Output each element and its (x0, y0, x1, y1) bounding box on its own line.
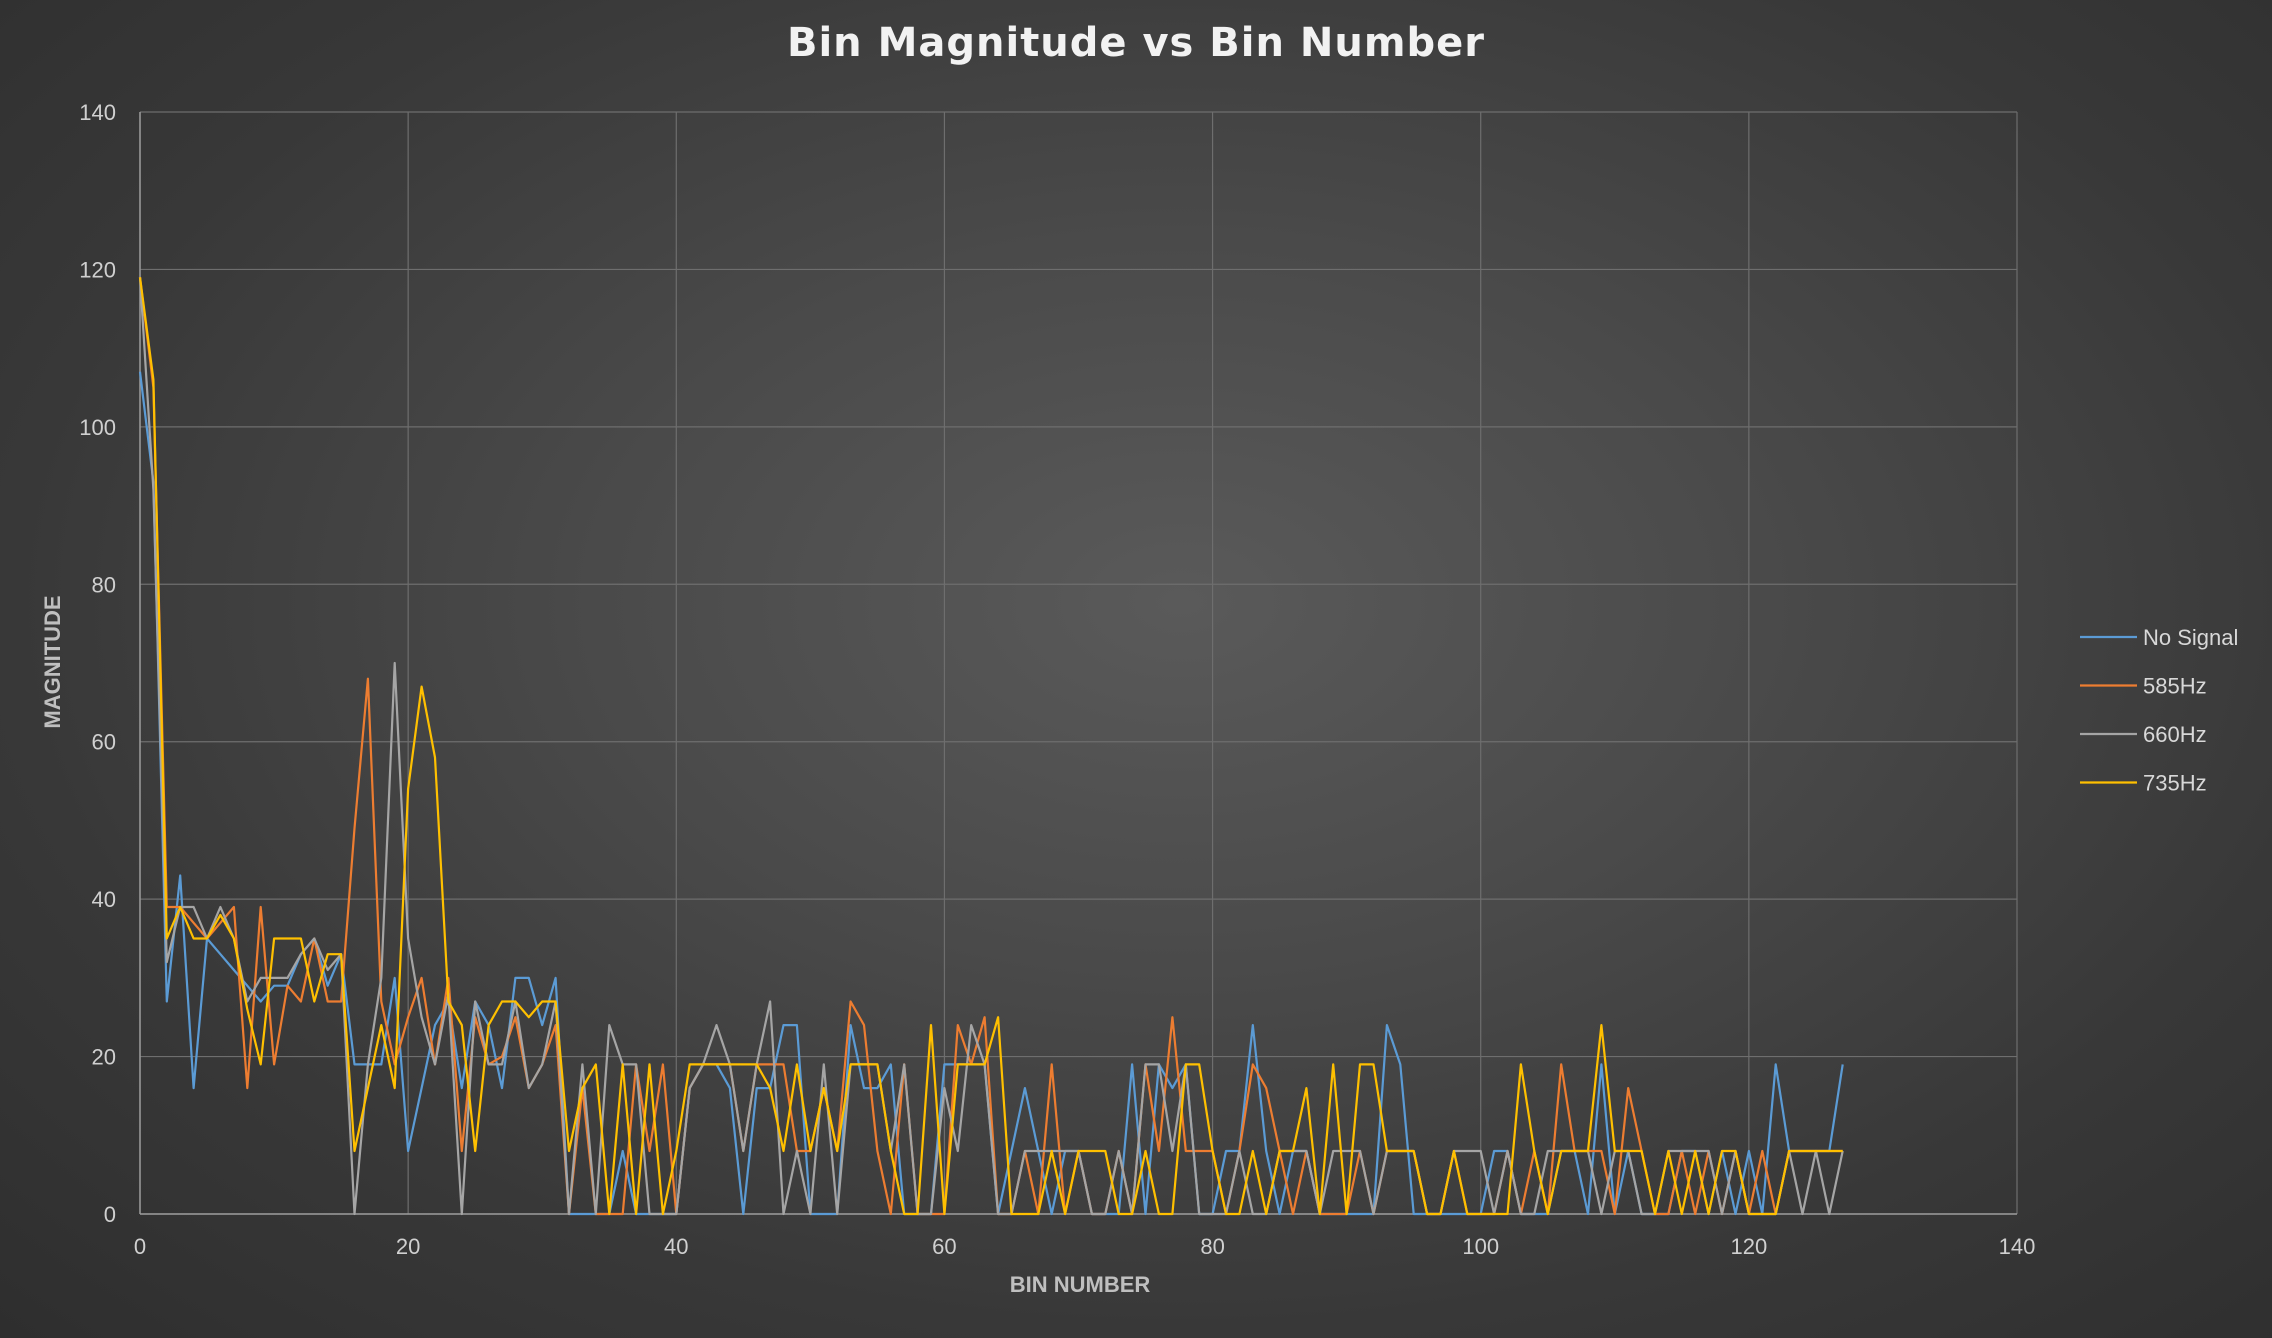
x-tick-label: 60 (932, 1234, 956, 1259)
chart-title: Bin Magnitude vs Bin Number (786, 20, 1486, 66)
x-tick-label: 0 (134, 1234, 146, 1259)
series-line-660hz (138, 277, 1844, 1216)
legend-label-585hz: 585Hz (2143, 674, 2207, 699)
y-tick-label: 60 (92, 730, 116, 755)
y-tick-label: 0 (104, 1202, 116, 1227)
y-tick-label: 80 (92, 572, 116, 597)
x-tick-label: 140 (1999, 1234, 2036, 1259)
y-tick-label: 20 (92, 1045, 116, 1070)
x-tick-label: 100 (1462, 1234, 1499, 1259)
y-tick-label: 120 (79, 257, 116, 282)
y-tick-label: 140 (79, 100, 116, 125)
series-line-735hz (138, 277, 1843, 1216)
x-tick-label: 120 (1730, 1234, 1767, 1259)
legend-label-660hz: 660Hz (2143, 722, 2207, 747)
y-axis-title: MAGNITUDE (40, 595, 65, 729)
x-tick-label: 20 (396, 1234, 420, 1259)
series-line-585hz (138, 277, 1843, 1216)
y-tick-label: 100 (79, 415, 116, 440)
y-tick-label: 40 (92, 887, 116, 912)
x-tick-label: 80 (1200, 1234, 1224, 1259)
x-tick-label: 40 (664, 1234, 688, 1259)
legend-label-no-signal: No Signal (2143, 625, 2238, 650)
legend-label-735hz: 735Hz (2143, 771, 2207, 796)
x-axis-title: BIN NUMBER (1009, 1272, 1151, 1297)
